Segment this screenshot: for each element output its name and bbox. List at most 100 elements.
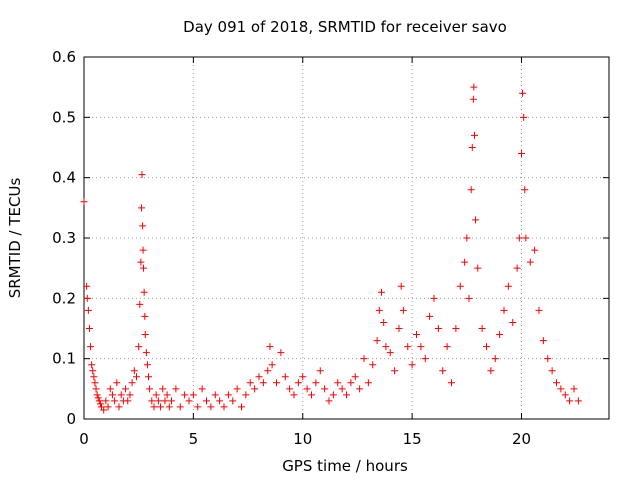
data-point xyxy=(87,343,95,351)
data-point xyxy=(140,264,147,272)
data-point xyxy=(434,325,442,332)
data-point xyxy=(233,385,241,393)
data-point xyxy=(356,385,364,393)
data-point xyxy=(522,234,530,242)
data-point xyxy=(145,373,153,381)
data-point xyxy=(463,234,471,242)
data-point xyxy=(137,258,145,266)
axis-ticks: 0 0.1 0.2 0.3 0.4 0.5 0.6 0 5 10 15 20 xyxy=(52,48,609,448)
x-tick-label: 10 xyxy=(293,430,312,448)
data-point xyxy=(126,391,134,399)
data-point xyxy=(96,400,104,408)
data-point xyxy=(92,385,100,393)
data-point xyxy=(161,397,169,405)
data-point xyxy=(395,325,403,332)
data-point xyxy=(159,385,167,393)
data-point xyxy=(138,204,146,212)
data-point xyxy=(113,379,121,387)
data-point xyxy=(84,306,92,314)
data-point xyxy=(229,397,237,405)
data-point xyxy=(526,258,534,266)
data-point xyxy=(104,403,112,411)
data-point xyxy=(152,391,160,399)
data-point xyxy=(474,264,482,272)
data-point xyxy=(136,300,144,308)
data-point xyxy=(386,349,394,357)
data-point xyxy=(535,306,543,314)
y-tick-label: 0 xyxy=(66,410,76,428)
data-point xyxy=(351,373,359,381)
x-axis-label: GPS time / hours xyxy=(282,457,408,475)
data-point xyxy=(504,282,512,290)
data-point xyxy=(141,331,149,339)
data-point xyxy=(378,288,385,296)
chart-title: Day 091 of 2018, SRMTID for receiver sav… xyxy=(183,18,507,36)
data-point xyxy=(468,144,476,151)
data-point xyxy=(135,343,143,351)
data-point xyxy=(281,373,289,381)
plot-frame xyxy=(83,56,610,420)
data-point xyxy=(130,367,138,375)
data-point xyxy=(470,131,478,139)
data-point xyxy=(364,379,372,387)
data-point xyxy=(294,379,302,387)
data-point xyxy=(264,367,272,375)
data-point xyxy=(465,294,473,302)
x-tick-label: 0 xyxy=(79,430,89,448)
data-point xyxy=(299,373,307,381)
data-point xyxy=(138,171,146,179)
data-point xyxy=(373,337,381,345)
data-point xyxy=(513,264,521,272)
data-point xyxy=(139,246,147,254)
data-point xyxy=(430,294,438,302)
data-point xyxy=(142,349,150,357)
data-point xyxy=(163,391,171,399)
data-point xyxy=(85,325,93,332)
data-point xyxy=(91,379,99,387)
data-point xyxy=(146,385,154,393)
data-point xyxy=(553,379,560,387)
data-point xyxy=(117,391,125,399)
data-point xyxy=(100,406,108,414)
data-point xyxy=(496,331,504,339)
y-tick-label: 0.5 xyxy=(52,108,76,126)
data-point xyxy=(448,379,455,387)
y-tick-label: 0.1 xyxy=(52,350,76,368)
data-point xyxy=(382,343,390,351)
data-point xyxy=(172,385,180,393)
data-point xyxy=(472,216,480,224)
data-point xyxy=(391,367,399,375)
data-point xyxy=(140,288,148,296)
data-point xyxy=(509,318,517,326)
data-point xyxy=(399,306,407,314)
data-point xyxy=(290,391,298,399)
data-point xyxy=(478,325,486,332)
data-point xyxy=(548,367,556,375)
data-point xyxy=(343,391,350,399)
data-point xyxy=(557,385,565,393)
data-point xyxy=(128,379,136,387)
data-point xyxy=(521,186,529,194)
data-point xyxy=(467,186,475,194)
data-point xyxy=(574,397,582,405)
data-point xyxy=(519,89,527,97)
data-point xyxy=(531,246,539,254)
data-point xyxy=(139,222,147,230)
data-point xyxy=(277,349,285,357)
data-point xyxy=(397,282,405,290)
data-point xyxy=(220,403,228,411)
data-point xyxy=(426,312,434,320)
data-point xyxy=(518,150,525,158)
data-point xyxy=(143,361,151,369)
data-point xyxy=(266,343,274,351)
y-tick-label: 0.4 xyxy=(52,169,76,187)
data-point xyxy=(404,343,412,351)
data-point xyxy=(133,373,140,381)
data-point xyxy=(369,361,377,369)
data-point xyxy=(375,306,383,314)
y-tick-label: 0.6 xyxy=(52,48,76,66)
data-point xyxy=(566,397,574,405)
data-point xyxy=(286,385,294,393)
data-point xyxy=(417,343,425,351)
data-point xyxy=(83,294,91,302)
